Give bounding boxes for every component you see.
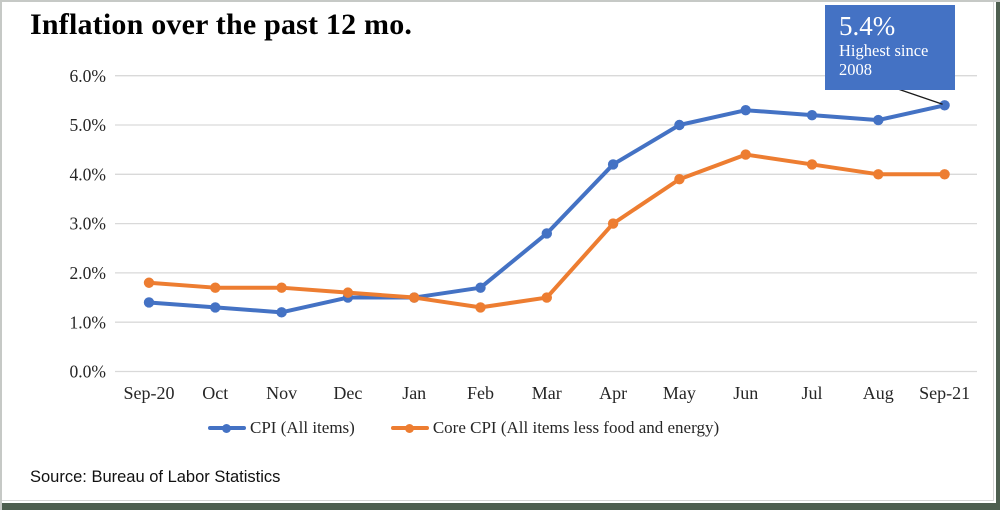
svg-text:6.0%: 6.0% [70, 66, 106, 86]
svg-text:2.0%: 2.0% [70, 263, 106, 283]
window-edge-bottom [2, 503, 1000, 510]
svg-text:Jan: Jan [402, 383, 426, 403]
source-note: Source: Bureau of Labor Statistics [30, 468, 281, 486]
svg-text:Nov: Nov [266, 383, 297, 403]
legend-item-cpi: CPI (All items) [208, 418, 355, 438]
svg-text:0.0%: 0.0% [70, 362, 106, 382]
callout-text-line1: Highest since [839, 41, 929, 60]
chart-title: Inflation over the past 12 mo. [30, 8, 413, 41]
svg-text:Oct: Oct [202, 383, 228, 403]
legend-label-core-cpi: Core CPI (All items less food and energy… [432, 418, 720, 437]
svg-text:Mar: Mar [532, 383, 562, 403]
callout-highest-since-2008: 5.4% Highest since 2008 [825, 5, 955, 90]
svg-text:1.0%: 1.0% [70, 312, 106, 332]
svg-text:Aug: Aug [863, 383, 894, 403]
chart-legend: CPI (All items) Core CPI (All items less… [208, 418, 719, 438]
svg-text:Dec: Dec [333, 383, 362, 403]
legend-item-core-cpi: Core CPI (All items less food and energy… [390, 418, 720, 438]
svg-text:5.0%: 5.0% [70, 115, 106, 135]
cpi-line-marker-icon [208, 423, 246, 433]
callout-value: 5.4% [839, 11, 896, 41]
callout-text-line2: 2008 [839, 60, 872, 79]
legend-label-cpi: CPI (All items) [250, 418, 355, 437]
svg-text:Sep-21: Sep-21 [919, 383, 970, 403]
svg-text:Jul: Jul [801, 383, 822, 403]
svg-text:4.0%: 4.0% [70, 164, 106, 184]
svg-text:Apr: Apr [599, 383, 627, 403]
svg-text:Feb: Feb [467, 383, 494, 403]
svg-text:May: May [663, 383, 696, 403]
window-edge-right [996, 2, 1000, 510]
svg-text:3.0%: 3.0% [70, 214, 106, 234]
svg-text:Jun: Jun [733, 383, 758, 403]
svg-text:Sep-20: Sep-20 [124, 383, 175, 403]
core-cpi-line-marker-icon [390, 423, 429, 433]
